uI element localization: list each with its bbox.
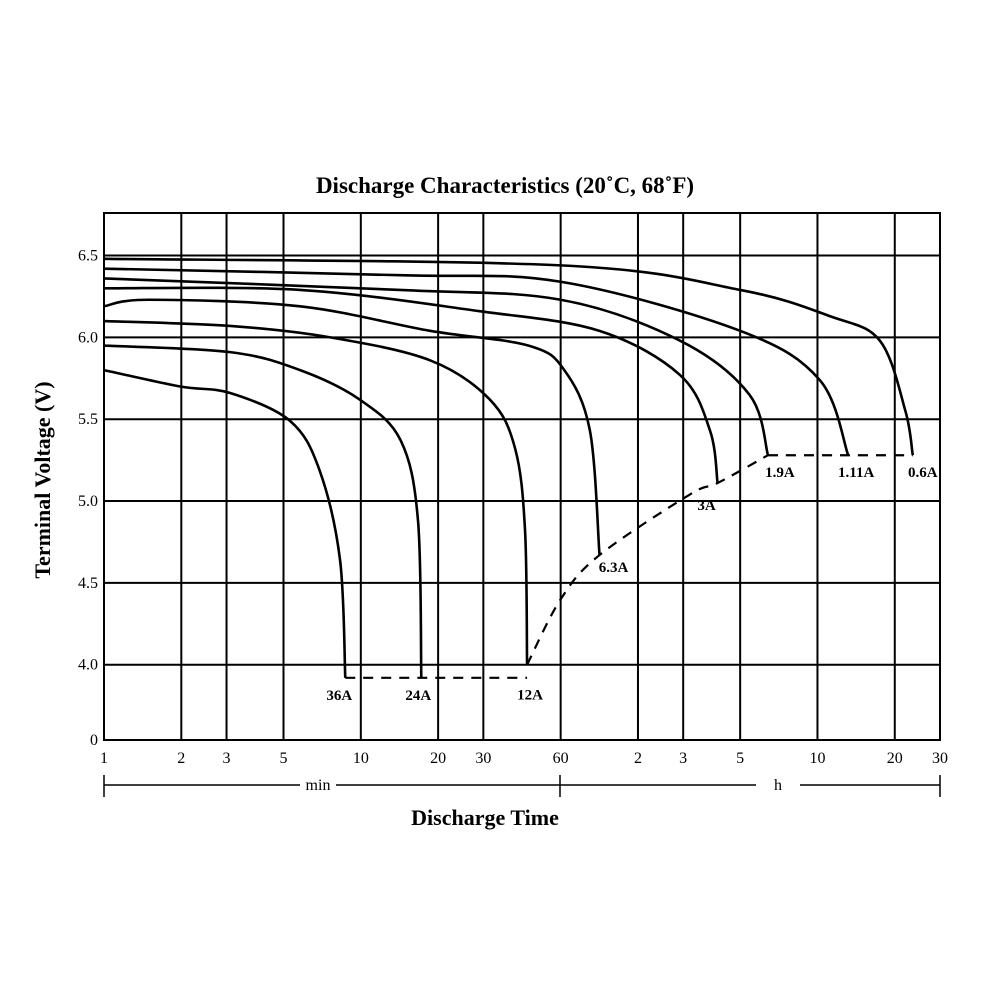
- curve-label: 6.3A: [599, 560, 629, 576]
- x-tick-label: 60: [553, 750, 569, 767]
- chart-title: Discharge Characteristics (20˚C, 68˚F): [316, 173, 694, 198]
- x-tick-label: 1: [100, 750, 108, 767]
- y-tick-label: 6.5: [78, 248, 98, 265]
- x-tick-label: 10: [809, 750, 825, 767]
- x-tick-label: 20: [887, 750, 903, 767]
- curve-label: 36A: [326, 688, 352, 704]
- series-line-12A: [103, 319, 529, 665]
- series-line-3A: [103, 286, 719, 484]
- series-line-24A: [103, 344, 423, 678]
- curve-label: 3A: [697, 498, 716, 514]
- y-tick-label: 4.0: [78, 657, 98, 674]
- y-ticks: 6.5 6.0 5.5 5.0 4.5 4.0 0: [78, 248, 98, 749]
- curve-label: 1.11A: [838, 465, 874, 481]
- x-tick-label: 5: [280, 750, 288, 767]
- y-tick-label: 6.0: [78, 329, 98, 346]
- curve-label: 0.6A: [908, 465, 938, 481]
- x-tick-label: 3: [679, 750, 687, 767]
- y-tick-label: 5.5: [78, 411, 98, 428]
- x-axis-label: Discharge Time: [411, 805, 559, 830]
- plot-frame: [103, 212, 941, 741]
- series: [103, 257, 915, 678]
- x-tick-label: 10: [353, 750, 369, 767]
- x-tick-label: 2: [177, 750, 185, 767]
- x-tick-label: 5: [736, 750, 744, 767]
- x-tick-label: 30: [932, 750, 948, 767]
- series-line-1.11A: [103, 267, 850, 456]
- time-unit-bracket: min h: [103, 775, 941, 797]
- min-label: min: [306, 777, 331, 794]
- x-tick-label: 2: [634, 750, 642, 767]
- y-tick-label: 5.0: [78, 493, 98, 510]
- y-tick-label: 0: [90, 732, 98, 749]
- cutoff-voltage-line: [526, 454, 769, 666]
- y-tick-label: 4.5: [78, 575, 98, 592]
- x-tick-label: 30: [475, 750, 491, 767]
- series-line-36A: [103, 368, 347, 678]
- grid: [103, 212, 941, 741]
- cutoff-lines: [345, 454, 913, 679]
- series-line-0.6A: [103, 257, 915, 456]
- h-label: h: [774, 777, 782, 794]
- y-axis-label: Terminal Voltage (V): [30, 381, 55, 578]
- x-tick-label: 3: [223, 750, 231, 767]
- curve-label: 12A: [517, 688, 543, 704]
- x-tick-label: 20: [430, 750, 446, 767]
- curve-label: 1.9A: [765, 465, 795, 481]
- series-line-6.3A: [103, 298, 601, 556]
- curve-label: 24A: [405, 688, 431, 704]
- curve-labels: 36A 24A 12A 6.3A 3A 1.9A 1.11A 0.6A: [326, 465, 937, 704]
- series-line-1.9A: [103, 277, 770, 456]
- x-ticks: 1 2 3 5 10 20 30 60 2 3 5 10 20 30: [100, 750, 948, 767]
